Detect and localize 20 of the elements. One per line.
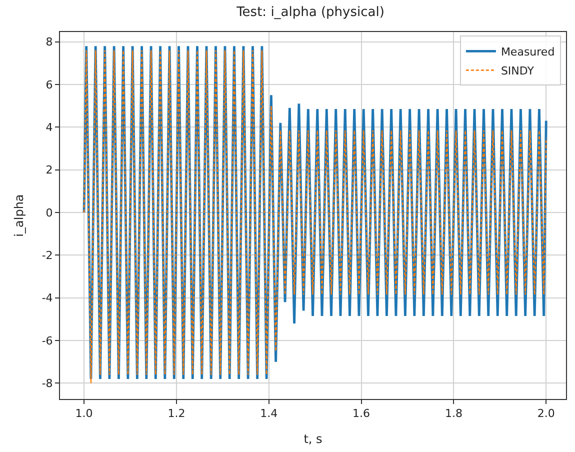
x-axis-title: t, s <box>304 432 322 446</box>
x-tick-label: 1.2 <box>168 407 186 420</box>
y-axis-title: i_alpha <box>12 194 26 237</box>
y-tick-label: -8 <box>42 377 53 390</box>
y-tick-label: -6 <box>42 334 53 348</box>
x-tick-label: 1.8 <box>444 407 462 420</box>
x-tick-label: 1.4 <box>260 407 278 420</box>
y-tick-label: 0 <box>46 206 53 220</box>
legend-label: Measured <box>500 45 555 58</box>
y-tick-label: -4 <box>42 292 53 305</box>
y-tick-label: -2 <box>42 249 53 262</box>
y-tick-label: 8 <box>46 36 53 49</box>
y-tick-label: 2 <box>46 164 53 177</box>
x-tick-label: 2.0 <box>537 407 555 420</box>
x-tick-label: 1.6 <box>352 407 370 420</box>
x-tick-label: 1.0 <box>75 407 93 420</box>
chart-title: Test: i_alpha (physical) <box>236 4 384 20</box>
y-tick-label: 4 <box>46 121 53 134</box>
legend-label: SINDY <box>500 64 534 78</box>
y-tick-label: 6 <box>46 78 53 92</box>
